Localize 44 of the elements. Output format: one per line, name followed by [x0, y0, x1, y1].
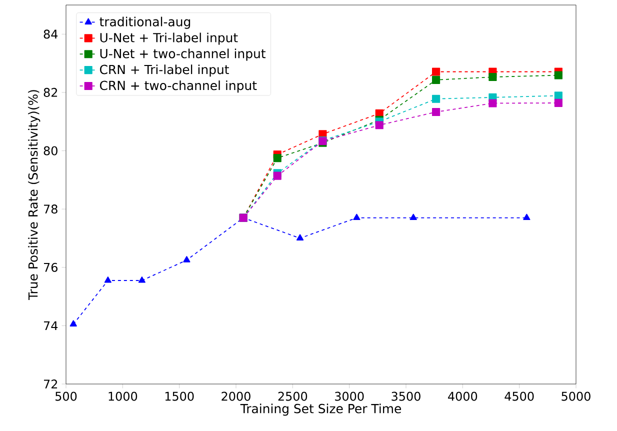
- point: [432, 108, 440, 116]
- point: [104, 276, 112, 283]
- y-tick-label: 76: [44, 262, 58, 272]
- point: [554, 98, 562, 107]
- x-tick-label: 2000: [222, 392, 250, 401]
- x-axis-title: Training Set Size Per Time: [240, 404, 402, 416]
- point: [353, 214, 360, 220]
- point: [410, 214, 417, 220]
- y-tick-label: 84: [44, 30, 58, 39]
- legend-label: traditional-aug: [100, 16, 190, 29]
- point: [488, 72, 497, 82]
- point: [432, 68, 440, 76]
- legend-label: U-Net + Tri-label input: [100, 32, 238, 45]
- y-tick-label: 80: [44, 146, 58, 156]
- x-tick-label: 4000: [448, 392, 478, 401]
- legend-label: U-Net + two-channel input: [100, 48, 266, 61]
- point: [432, 76, 440, 84]
- y-axis-title: True Positive Rate (Sensitivity)(%): [28, 90, 40, 300]
- y-tick-label: 72: [44, 380, 58, 388]
- legend-label: CRN + Tri-label input: [100, 64, 229, 77]
- y-tick-label: 82: [44, 88, 58, 97]
- point: [554, 92, 562, 100]
- y-tick-label: 74: [44, 321, 58, 330]
- point: [138, 276, 146, 283]
- point: [183, 256, 190, 262]
- point: [70, 320, 77, 326]
- y-tick-label: 78: [44, 204, 58, 214]
- legend-label: CRN + two-channel input: [100, 80, 257, 93]
- point: [488, 99, 497, 108]
- point: [296, 234, 304, 240]
- x-tick-label: 1000: [108, 392, 138, 401]
- point: [432, 94, 440, 103]
- x-tick-label: 1500: [165, 392, 194, 401]
- x-tick-label: 3000: [335, 392, 364, 401]
- point: [273, 172, 282, 180]
- x-tick-label: 5000: [562, 392, 590, 401]
- x-tick-label: 4500: [504, 392, 534, 401]
- x-tick-label: 2500: [278, 392, 308, 401]
- point: [375, 121, 384, 130]
- point: [523, 214, 530, 220]
- x-tick-label: 3500: [392, 392, 420, 401]
- point: [554, 71, 562, 80]
- point: [273, 154, 282, 162]
- x-tick-label: 500: [56, 392, 77, 401]
